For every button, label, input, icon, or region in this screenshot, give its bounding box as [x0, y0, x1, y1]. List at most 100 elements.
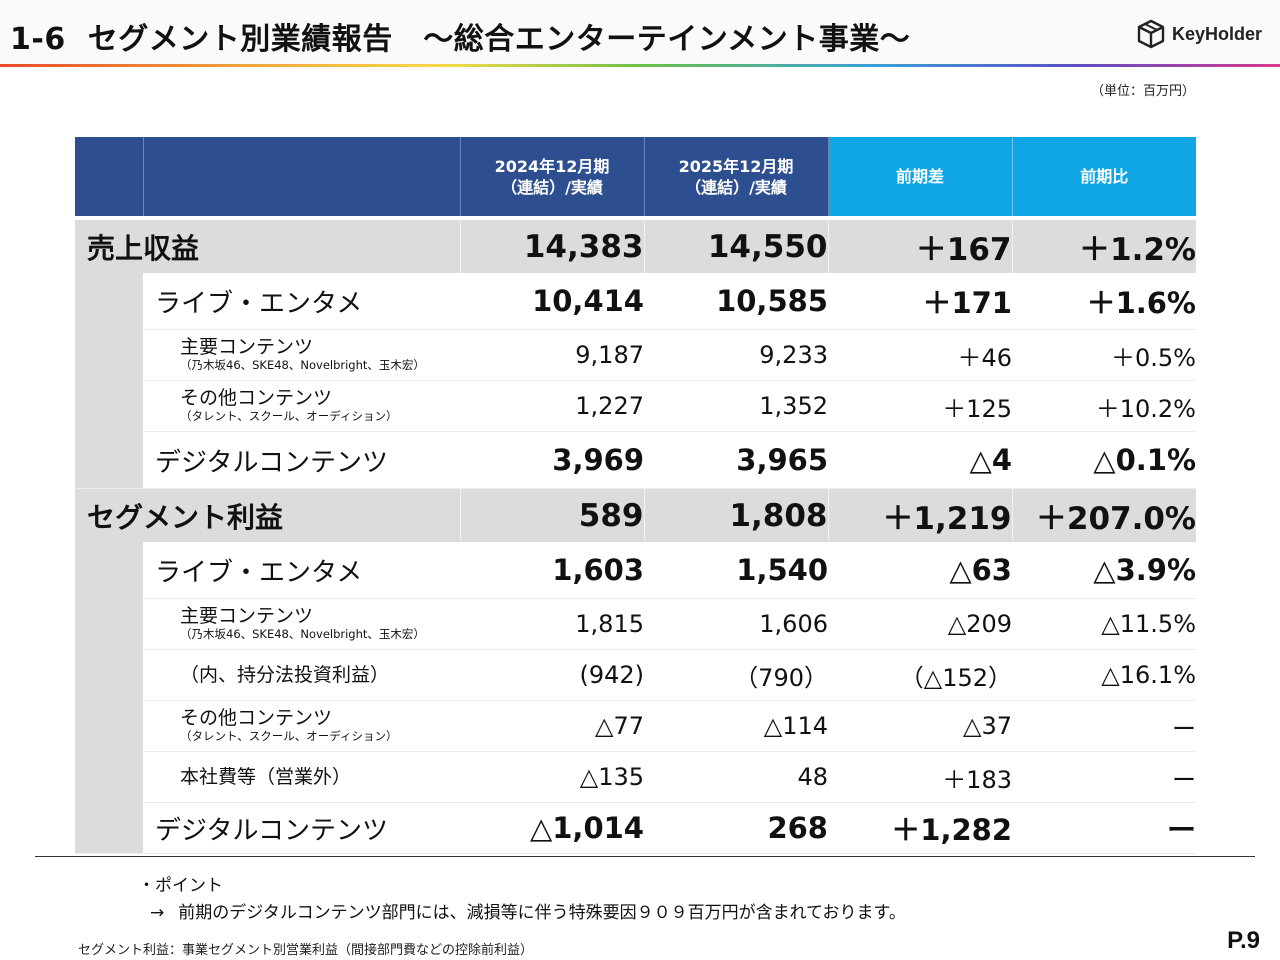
- value-ratio: △16.1%: [1012, 649, 1196, 701]
- value-2025: 14,550: [644, 220, 829, 273]
- row-label: その他コンテンツ （タレント、スクール、オーディション）: [143, 380, 460, 432]
- table-header-row: 2024年12月期 （連結）/実績 2025年12月期 （連結）/実績 前期差 前期…: [75, 137, 1196, 216]
- table-row: 主要コンテンツ （乃木坂46、SKE48、Novelbright、玉木宏） 1,8…: [75, 598, 1196, 650]
- value-diff: ＋171: [828, 273, 1012, 330]
- header-fy2024: 2024年12月期 （連結）/実績: [460, 137, 645, 216]
- value-diff: ＋183: [828, 751, 1012, 803]
- row-label: 主要コンテンツ （乃木坂46、SKE48、Novelbright、玉木宏）: [143, 598, 460, 650]
- value-diff: （△152）: [828, 649, 1012, 701]
- value-diff: ＋1,282: [828, 802, 1012, 854]
- logo-text: KeyHolder: [1172, 23, 1263, 44]
- value-2024: 10,414: [460, 273, 644, 330]
- title-bar: 1-6 セグメント別業績報告 ～総合エンターテインメント事業～ KeyHolder: [0, 0, 1280, 66]
- section-number: 1-6: [10, 22, 66, 57]
- value-ratio: ＋1.2%: [1012, 220, 1196, 273]
- value-ratio: ー: [1012, 802, 1196, 854]
- value-2025: 1,352: [644, 380, 828, 432]
- value-diff: △63: [828, 542, 1012, 599]
- table-row: ライブ・エンタメ 10,414 10,585 ＋171 ＋1.6%: [75, 273, 1196, 489]
- header-ratio: 前期比: [1012, 137, 1196, 216]
- value-2024: 589: [460, 488, 645, 542]
- value-2024: 1,603: [460, 542, 644, 599]
- value-ratio: ＋1.6%: [1012, 273, 1196, 330]
- table-row: その他コンテンツ （タレント、スクール、オーディション） △77 △114 △37…: [75, 700, 1196, 752]
- rainbow-divider: [0, 64, 1280, 67]
- value-2025: 9,233: [644, 329, 828, 381]
- value-2025: 268: [644, 802, 828, 854]
- value-2024: 14,383: [460, 220, 645, 273]
- value-2024: 9,187: [460, 329, 644, 381]
- unit-note: （単位：百万円）: [1090, 84, 1195, 99]
- header-fy2025: 2025年12月期 （連結）/実績: [644, 137, 829, 216]
- company-logo: KeyHolder: [1136, 19, 1262, 49]
- value-2024: △77: [460, 700, 644, 752]
- row-indent-gutter: [75, 542, 143, 854]
- table-row-revenue: 売上収益 14,383 14,550 ＋167 ＋1.2%: [75, 220, 1196, 273]
- value-2024: 1,227: [460, 380, 644, 432]
- row-indent-gutter: [75, 273, 143, 489]
- row-note: （乃木坂46、SKE48、Novelbright、玉木宏）: [180, 358, 425, 372]
- row-note: （タレント、スクール、オーディション）: [180, 409, 398, 423]
- value-2025: 1,808: [644, 488, 829, 542]
- point-body-text: 前期のデジタルコンテンツ部門には、減損等に伴う特殊要因９０９百万円が含まれており…: [178, 903, 906, 923]
- value-diff: ＋1,219: [828, 488, 1013, 542]
- value-ratio: ＋0.5%: [1012, 329, 1196, 381]
- value-ratio: ＋207.0%: [1012, 488, 1196, 542]
- value-2025: （790）: [644, 649, 828, 701]
- row-label: デジタルコンテンツ: [143, 431, 460, 489]
- table-row: ライブ・エンタメ 1,603 1,540 △63 △3.9%: [75, 542, 1196, 854]
- value-diff: △37: [828, 700, 1012, 752]
- value-2025: 1,540: [644, 542, 828, 599]
- table-row: 本社費等（営業外） △135 48 ＋183 ー: [75, 751, 1196, 803]
- table-row: 主要コンテンツ （乃木坂46、SKE48、Novelbright、玉木宏） 9,1…: [75, 329, 1196, 381]
- value-2025: 48: [644, 751, 828, 803]
- value-2024: △1,014: [460, 802, 644, 854]
- row-label: 売上収益: [75, 220, 461, 273]
- value-ratio: △0.1%: [1012, 431, 1196, 489]
- value-2025: 10,585: [644, 273, 828, 330]
- value-diff: △209: [828, 598, 1012, 650]
- value-2024: (942): [460, 649, 644, 701]
- value-2025: 3,965: [644, 431, 828, 489]
- header-blank-b: [143, 137, 461, 216]
- value-ratio: ー: [1012, 751, 1196, 803]
- table-bottom-rule: [35, 856, 1255, 857]
- segment-results-table: 2024年12月期 （連結）/実績 2025年12月期 （連結）/実績 前期差 前期…: [75, 137, 1196, 854]
- row-label: デジタルコンテンツ: [143, 802, 460, 854]
- row-note: （タレント、スクール、オーディション）: [180, 729, 398, 743]
- row-note: （乃木坂46、SKE48、Novelbright、玉木宏）: [180, 627, 425, 641]
- value-diff: ＋167: [828, 220, 1013, 273]
- table-row: デジタルコンテンツ △1,014 268 ＋1,282 ー: [75, 802, 1196, 854]
- point-heading: ・ポイント: [138, 876, 223, 896]
- value-ratio: △3.9%: [1012, 542, 1196, 599]
- right-arrow-icon: →: [150, 903, 165, 923]
- value-diff: △4: [828, 431, 1012, 489]
- row-label: 本社費等（営業外）: [143, 751, 460, 803]
- value-2025: △114: [644, 700, 828, 752]
- value-ratio: ー: [1012, 700, 1196, 752]
- header-blank-a: [75, 137, 144, 216]
- value-diff: ＋46: [828, 329, 1012, 381]
- key-box-logo-icon: [1137, 19, 1165, 49]
- title-text: セグメント別業績報告 ～総合エンターテインメント事業～: [87, 22, 911, 57]
- value-diff: ＋125: [828, 380, 1012, 432]
- row-label: 主要コンテンツ （乃木坂46、SKE48、Novelbright、玉木宏）: [143, 329, 460, 381]
- table-row: （内、持分法投資利益） (942) （790） （△152） △16.1%: [75, 649, 1196, 701]
- row-label: その他コンテンツ （タレント、スクール、オーディション）: [143, 700, 460, 752]
- value-2025: 1,606: [644, 598, 828, 650]
- row-label: ライブ・エンタメ: [143, 273, 460, 330]
- row-label: セグメント利益: [75, 488, 461, 542]
- value-2024: 1,815: [460, 598, 644, 650]
- table-row: その他コンテンツ （タレント、スクール、オーディション） 1,227 1,352 …: [75, 380, 1196, 432]
- point-text: → 前期のデジタルコンテンツ部門には、減損等に伴う特殊要因９０９百万円が含まれてお…: [150, 898, 906, 923]
- row-label: （内、持分法投資利益）: [143, 649, 460, 701]
- header-diff: 前期差: [828, 137, 1013, 216]
- table-row-segment-profit: セグメント利益 589 1,808 ＋1,219 ＋207.0%: [75, 488, 1196, 542]
- value-2024: △135: [460, 751, 644, 803]
- value-ratio: ＋10.2%: [1012, 380, 1196, 432]
- value-2024: 3,969: [460, 431, 644, 489]
- table-row: デジタルコンテンツ 3,969 3,965 △4 △0.1%: [75, 431, 1196, 489]
- page-title: 1-6 セグメント別業績報告 ～総合エンターテインメント事業～: [10, 14, 910, 58]
- row-label: ライブ・エンタメ: [143, 542, 460, 599]
- value-ratio: △11.5%: [1012, 598, 1196, 650]
